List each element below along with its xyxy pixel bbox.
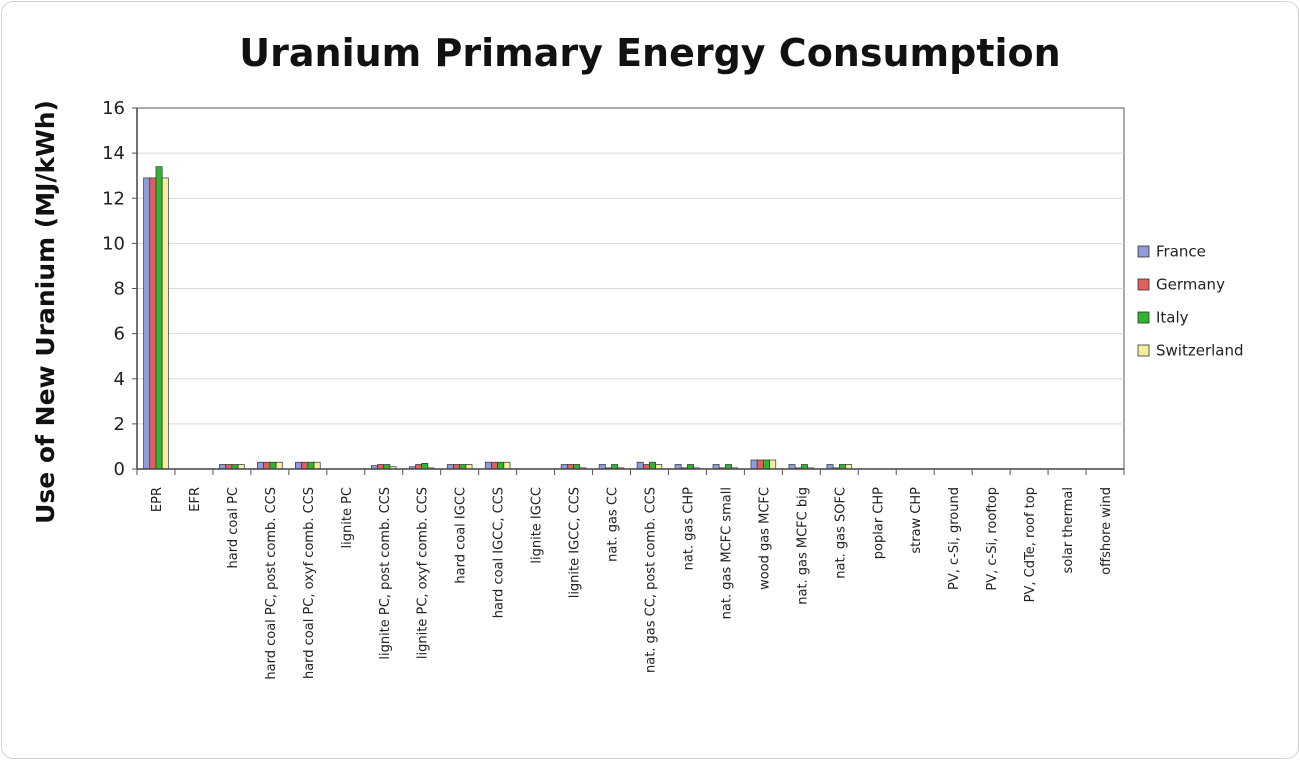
y-tick-label: 12 xyxy=(102,188,125,209)
bar xyxy=(149,177,157,470)
bar xyxy=(763,459,770,470)
bar xyxy=(295,461,302,470)
x-tick-label: lignite PC, oxyf comb. CCS xyxy=(416,487,431,659)
bar xyxy=(301,461,309,470)
x-tick-label: hard coal IGCC, CCS xyxy=(492,487,507,618)
bar xyxy=(307,461,315,470)
legend-label: Switzerland xyxy=(1156,342,1244,360)
bar xyxy=(503,461,511,470)
x-tick-label: nat. gas CC xyxy=(606,487,621,562)
legend: France Germany Italy Switzerland xyxy=(1137,243,1244,360)
y-tick-label: 6 xyxy=(114,324,125,345)
bar xyxy=(649,461,657,470)
bar xyxy=(491,461,498,470)
bar xyxy=(313,461,321,470)
x-tick-label: nat. gas MCFC small xyxy=(719,487,734,619)
x-tick-label: lignite IGCC, CCS xyxy=(568,487,583,598)
x-tick-label: nat. gas SOFC xyxy=(833,487,848,579)
x-tick-label: EPR xyxy=(150,487,165,512)
y-tick-label: 14 xyxy=(102,143,125,164)
bar xyxy=(756,459,764,470)
legend-swatch xyxy=(1137,278,1150,291)
x-tick-label: poplar CHP xyxy=(871,487,886,559)
y-axis-label: Use of New Uranium (MJ/kWh) xyxy=(31,100,60,524)
x-tick-label: PV, CdTe, roof top xyxy=(1023,487,1038,602)
x-tick-label: nat. gas MCFC big xyxy=(795,487,810,605)
bar xyxy=(257,461,265,470)
y-tick-label: 10 xyxy=(102,233,125,254)
chart-title: Uranium Primary Energy Consumption xyxy=(239,31,1060,75)
legend-label: France xyxy=(1156,243,1206,261)
bar xyxy=(275,461,283,470)
x-tick-label: solar thermal xyxy=(1061,487,1076,573)
y-tick-label: 16 xyxy=(102,98,125,119)
bar xyxy=(750,459,758,470)
bar xyxy=(484,461,492,470)
x-tick-label: nat. gas CC, post comb. CCS xyxy=(643,487,658,673)
x-tick-label: hard coal IGCC xyxy=(454,487,469,584)
bar xyxy=(269,461,277,470)
x-tick-label: lignite IGCC xyxy=(530,487,545,564)
bar xyxy=(421,463,429,470)
bar xyxy=(263,461,271,470)
x-tick-label: lignite PC xyxy=(340,487,355,548)
x-tick-label: wood gas MCFC xyxy=(757,487,772,590)
bar xyxy=(143,177,151,470)
x-tick-label: hard coal PC, post comb. CCS xyxy=(264,487,279,680)
y-tick-label: 0 xyxy=(114,459,125,480)
x-tick-label: PV, c-Si, ground xyxy=(947,487,962,590)
x-tick-label: EFR xyxy=(188,487,203,512)
x-tick-label: offshore wind xyxy=(1099,487,1114,575)
bar xyxy=(161,177,169,470)
x-tick-label: straw CHP xyxy=(909,487,924,554)
legend-swatch xyxy=(1137,245,1150,258)
legend-swatch xyxy=(1137,311,1150,324)
bar xyxy=(769,459,777,470)
plot-area: 0 2 4 6 8 10 12 14 16 EPR EFR hard coal PC hard coal… xyxy=(102,98,1125,680)
x-tick-label: PV, c-Si, rooftop xyxy=(985,487,1000,591)
x-tick-label: lignite PC, post comb. CCS xyxy=(378,487,393,660)
x-tick-label: hard coal PC xyxy=(226,487,241,568)
bar xyxy=(497,461,505,470)
bar xyxy=(155,166,163,470)
x-tick-label: hard coal PC, oxyf comb. CCS xyxy=(302,487,317,679)
y-tick-label: 8 xyxy=(114,279,125,300)
legend-label: Italy xyxy=(1156,309,1189,327)
legend-label: Germany xyxy=(1156,276,1225,294)
bar xyxy=(636,461,644,470)
x-tick-label: nat. gas CHP xyxy=(681,487,696,571)
y-tick-label: 4 xyxy=(114,369,125,390)
legend-swatch xyxy=(1137,344,1150,357)
y-tick-label: 2 xyxy=(114,414,125,435)
